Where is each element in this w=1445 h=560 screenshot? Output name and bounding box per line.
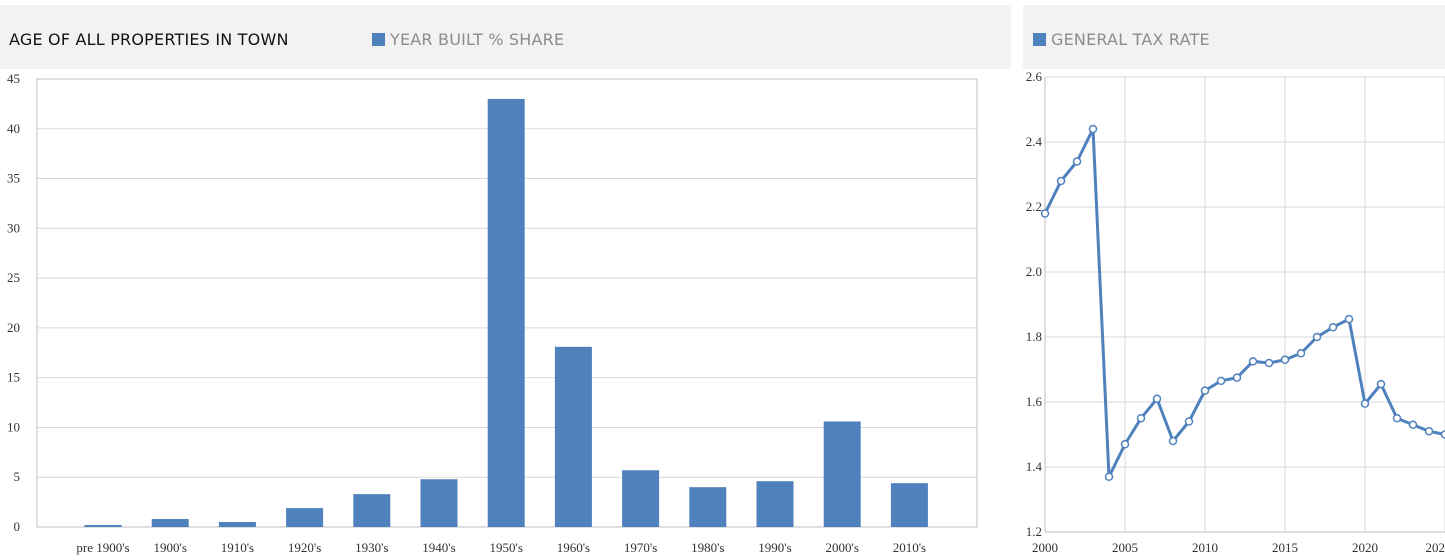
bar xyxy=(756,481,794,527)
bar-x-tick-label: 2010's xyxy=(893,540,926,555)
bar xyxy=(151,519,189,527)
line-y-tick-label: 2.6 xyxy=(1026,69,1043,84)
bar-x-tick-label: 1990's xyxy=(758,540,791,555)
tax-rate-point xyxy=(1216,376,1226,386)
bar xyxy=(420,479,458,527)
bar xyxy=(689,487,727,527)
bar-y-tick-label: 0 xyxy=(14,519,21,534)
line-x-tick-label: 202 xyxy=(1426,540,1445,555)
line-x-tick-label: 2010 xyxy=(1192,540,1218,555)
tax-rate-point xyxy=(1264,358,1274,368)
bar-x-tick-label: 1940's xyxy=(422,540,455,555)
tax-rate-point xyxy=(1328,323,1338,332)
bar-y-tick-label: 35 xyxy=(7,171,20,186)
bar xyxy=(554,346,592,527)
bar-y-tick-label: 45 xyxy=(7,71,20,86)
tax-rate-point xyxy=(1376,379,1386,389)
bar-legend-swatch xyxy=(372,33,385,46)
bar xyxy=(218,522,256,527)
line-y-tick-label: 1.2 xyxy=(1026,524,1042,539)
bar-y-tick-label: 15 xyxy=(7,370,20,385)
bar-y-tick-label: 10 xyxy=(7,419,20,434)
bar-x-tick-label: 1910's xyxy=(221,540,254,555)
bar xyxy=(84,525,122,527)
tax-rate-point xyxy=(1120,440,1130,449)
tax-rate-point xyxy=(1072,157,1082,166)
tax-rate-point xyxy=(1440,430,1445,439)
line-chart: 1.2 1.4 1.6 1.8 2.0 2.2 2.4 2.6 2000 2005 2010 2015… xyxy=(1026,69,1445,555)
line-y-tick-label: 1.4 xyxy=(1026,459,1043,474)
line-legend-swatch xyxy=(1033,33,1046,46)
bar-y-tick-label: 20 xyxy=(7,320,20,335)
line-y-tick-label: 1.6 xyxy=(1026,394,1043,409)
tax-rate-point xyxy=(1296,349,1306,358)
tax-rate-point xyxy=(1232,373,1242,382)
tax-rate-point xyxy=(1152,394,1162,403)
bar-x-tick-label: 1970's xyxy=(624,540,657,555)
line-x-tick-label: 2015 xyxy=(1272,540,1298,555)
line-x-tick-label: 2005 xyxy=(1112,540,1138,555)
bar-y-tick-label: 25 xyxy=(7,270,20,285)
bar xyxy=(823,421,861,527)
tax-rate-line xyxy=(1043,127,1445,479)
bar-y-tick-label: 30 xyxy=(7,220,20,235)
tax-rate-point xyxy=(1392,414,1402,423)
tax-rate-point xyxy=(1104,472,1114,481)
tax-rate-point xyxy=(1248,357,1258,366)
line-y-tick-label: 1.8 xyxy=(1026,329,1042,344)
bar-x-tick-label: 1930's xyxy=(355,540,388,555)
bar-x-tick-label: 1980's xyxy=(691,540,724,555)
bar-x-tick-label: 1950's xyxy=(489,540,522,555)
tax-rate-point xyxy=(1088,124,1098,134)
tax-rate-point xyxy=(1280,355,1290,364)
tax-rate-point xyxy=(1408,420,1418,429)
line-chart-legend: GENERAL TAX RATE xyxy=(1033,30,1210,49)
tax-rate-point xyxy=(1424,427,1434,436)
bar-chart-legend: YEAR BUILT % SHARE xyxy=(372,30,564,49)
bar xyxy=(890,483,928,527)
tax-rate-point xyxy=(1136,414,1146,423)
bar-x-tick-label: 1960's xyxy=(557,540,590,555)
tax-rate-point xyxy=(1056,176,1066,186)
line-y-tick-label: 2.2 xyxy=(1026,199,1042,214)
bar xyxy=(487,98,525,528)
bar-chart-header-band xyxy=(0,5,1011,69)
tax-rate-point xyxy=(1040,209,1050,218)
bar-x-tick-label: 2000's xyxy=(825,540,858,555)
tax-rate-point xyxy=(1184,417,1194,426)
tax-rate-point xyxy=(1312,332,1322,342)
bar-x-tick-label: 1900's xyxy=(153,540,186,555)
tax-rate-point xyxy=(1200,386,1210,395)
bar-x-tick-label: 1920's xyxy=(288,540,321,555)
tax-rate-point xyxy=(1344,314,1354,324)
bar xyxy=(622,470,660,527)
line-chart-header-band xyxy=(1023,5,1445,69)
line-legend-label: GENERAL TAX RATE xyxy=(1051,30,1210,49)
bar-legend-label: YEAR BUILT % SHARE xyxy=(390,30,565,49)
bar-y-tick-label: 40 xyxy=(7,121,20,136)
bar-chart: 0 5 10 15 20 25 30 35 40 45 pre 1900's 1900's 1910's… xyxy=(7,71,978,555)
bar-chart-title: AGE OF ALL PROPERTIES IN TOWN xyxy=(9,30,289,49)
line-x-tick-label: 2000 xyxy=(1032,540,1058,555)
bar-y-tick-label: 5 xyxy=(14,469,21,484)
bar-x-tick-label: pre 1900's xyxy=(76,540,129,555)
line-y-tick-label: 2.4 xyxy=(1026,134,1043,149)
bar xyxy=(286,508,324,527)
line-y-tick-label: 2.0 xyxy=(1026,264,1042,279)
tax-rate-point xyxy=(1168,436,1178,446)
line-x-tick-label: 2020 xyxy=(1352,540,1378,555)
tax-rate-point xyxy=(1360,399,1370,408)
bar xyxy=(353,494,391,527)
